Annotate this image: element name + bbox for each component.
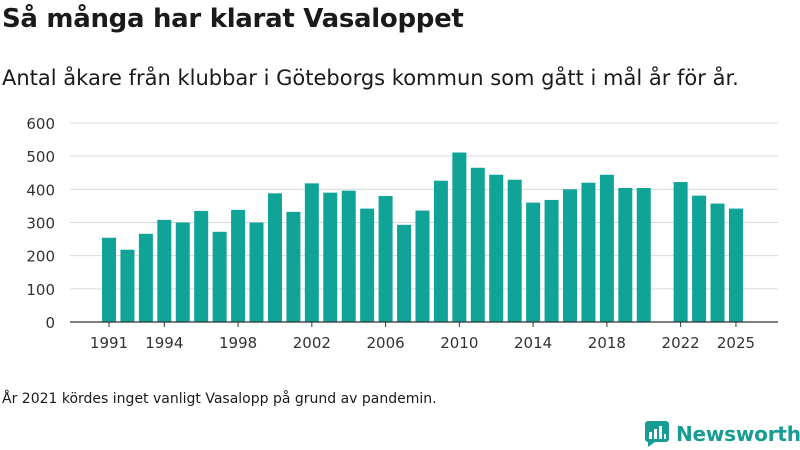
bar-1991 — [102, 237, 116, 322]
brand-name: Newsworthy — [676, 422, 800, 446]
x-tick-label: 1998 — [219, 334, 257, 352]
y-tick-label: 500 — [26, 148, 55, 166]
bar-2017 — [581, 182, 596, 322]
bar-2019 — [618, 188, 633, 322]
y-tick-label: 100 — [26, 281, 55, 299]
bar-2013 — [507, 179, 522, 322]
bar-2012 — [489, 174, 504, 322]
bar-1993 — [138, 233, 153, 322]
y-tick-label: 600 — [26, 115, 55, 133]
footnote: År 2021 kördes inget vanligt Vasalopp på… — [2, 391, 437, 407]
bar-1998 — [231, 209, 246, 322]
y-tick-label: 200 — [26, 248, 55, 266]
bar-2018 — [599, 174, 614, 322]
chart-subtitle: Antal åkare från klubbar i Göteborgs kom… — [2, 66, 739, 90]
bar-2015 — [544, 199, 559, 322]
bar-2000 — [267, 193, 282, 322]
bar-1996 — [194, 210, 209, 322]
chart-title: Så många har klarat Vasaloppet — [2, 4, 464, 34]
bar-2007 — [397, 224, 412, 322]
brand-logo: Newsworthy — [645, 420, 800, 448]
x-tick-label: 2025 — [717, 334, 755, 352]
bar-chart: 0 100 200 300 400 500 600 1991 1994 1998 2002 2006… — [26, 115, 778, 352]
bar-2025 — [728, 208, 743, 322]
bar-2002 — [304, 183, 319, 322]
x-tick-label: 2022 — [662, 334, 700, 352]
x-tick-label: 2002 — [293, 334, 331, 352]
y-tick-label: 0 — [45, 314, 55, 332]
bar-2009 — [433, 180, 448, 322]
y-tick-label: 300 — [26, 215, 55, 233]
x-axis-ticks: 1991 1994 1998 2002 2006 2010 2014 2018 2022 2025 — [90, 322, 755, 352]
y-tick-label: 400 — [26, 181, 55, 199]
bar-1994 — [157, 219, 172, 322]
bar-2003 — [323, 192, 338, 322]
bar-2023 — [692, 195, 707, 322]
bar-2004 — [341, 190, 356, 322]
bar-2022 — [673, 182, 688, 322]
x-tick-label: 2010 — [440, 334, 478, 352]
bar-2020 — [636, 188, 651, 322]
x-tick-label: 1991 — [90, 334, 128, 352]
bar-2001 — [286, 211, 301, 322]
bar-1999 — [249, 222, 264, 322]
x-tick-label: 2014 — [514, 334, 552, 352]
x-tick-label: 2018 — [588, 334, 626, 352]
x-tick-label: 1994 — [145, 334, 183, 352]
x-tick-label: 2006 — [367, 334, 405, 352]
bar-2006 — [378, 195, 393, 322]
bar-2014 — [526, 202, 541, 322]
y-axis-ticks: 0 100 200 300 400 500 600 — [26, 115, 55, 332]
bar-2005 — [360, 208, 375, 322]
bar-2016 — [563, 189, 577, 322]
bar-2024 — [710, 203, 725, 322]
bar-2011 — [470, 167, 485, 322]
bar-2010 — [452, 152, 467, 322]
bar-1992 — [120, 249, 135, 322]
bar-1997 — [212, 231, 227, 322]
bar-1995 — [175, 222, 190, 322]
newsworthy-logo-icon — [645, 421, 669, 447]
bars — [102, 152, 743, 322]
bar-2008 — [415, 210, 430, 322]
